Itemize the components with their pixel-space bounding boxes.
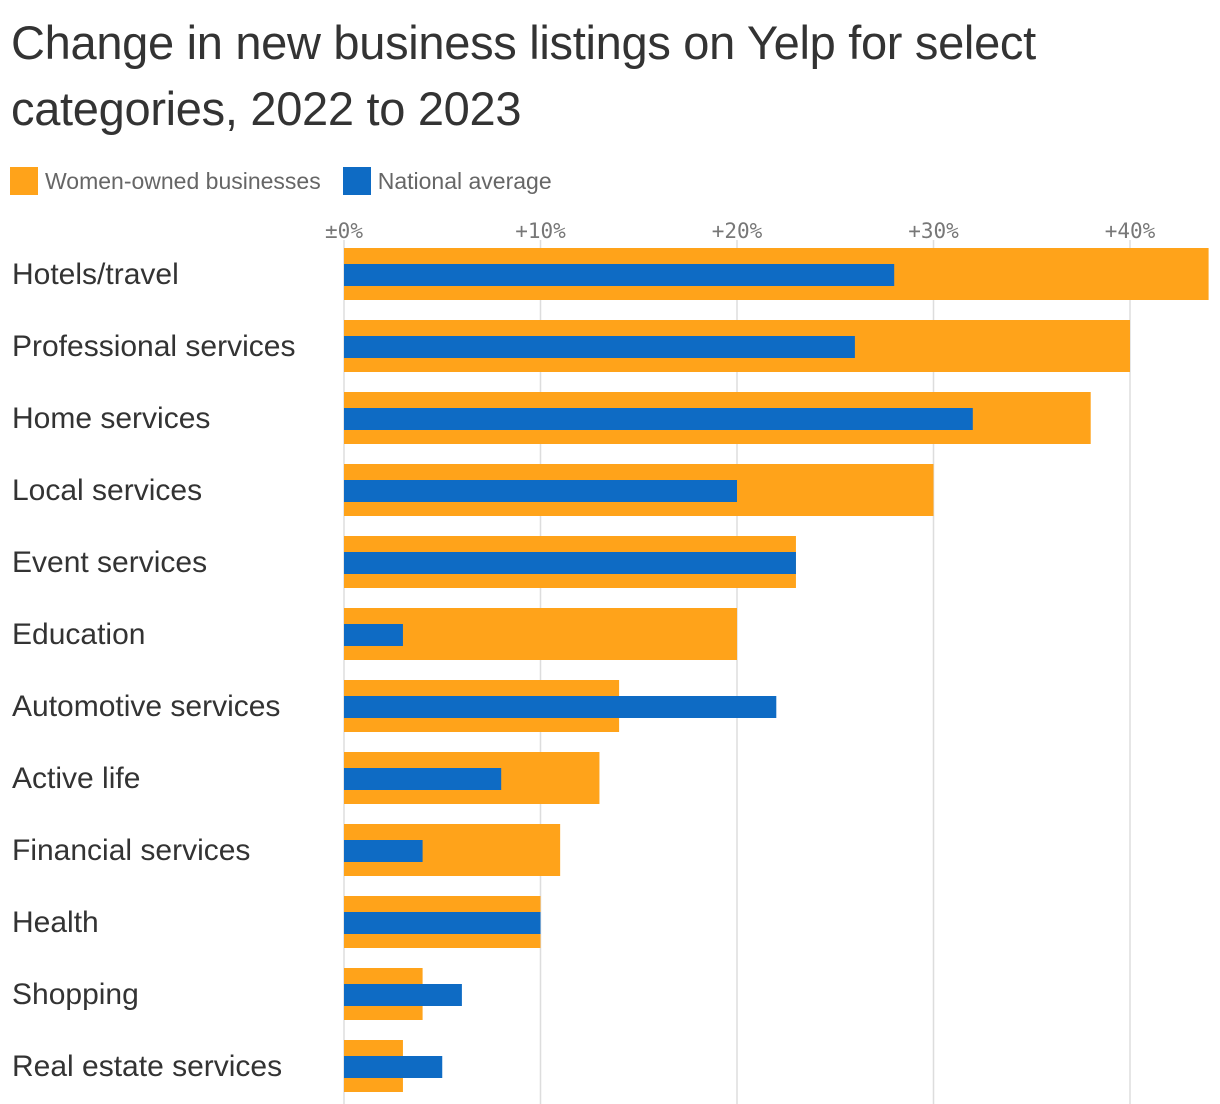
category-label-5: Education (12, 618, 145, 651)
legend-swatch-women-owned (10, 167, 38, 195)
x-tick-label-2: +20% (712, 219, 763, 243)
bar-national-average-8 (344, 840, 423, 862)
x-tick-label-4: +40% (1105, 219, 1156, 243)
bar-national-average-1 (344, 336, 855, 358)
legend-label-national-average: National average (377, 167, 552, 194)
category-label-7: Active life (12, 762, 140, 795)
bar-women-owned-5 (344, 608, 737, 660)
category-label-3: Local services (12, 474, 202, 507)
bar-national-average-6 (344, 696, 777, 718)
category-label-4: Event services (12, 546, 207, 579)
category-label-9: Health (12, 906, 99, 939)
bar-national-average-2 (344, 408, 973, 430)
bar-national-average-5 (344, 624, 403, 646)
bar-national-average-10 (344, 984, 462, 1006)
bar-national-average-3 (344, 480, 737, 502)
x-tick-label-0: ±0% (325, 219, 363, 243)
x-tick-label-1: +10% (515, 219, 566, 243)
category-label-2: Home services (12, 402, 210, 435)
legend-swatch-national-average (342, 167, 371, 195)
legend: Women-owned businesses National average (10, 166, 574, 196)
bar-national-average-0 (344, 264, 895, 286)
chart-title: Change in new business listings on Yelp … (11, 16, 1036, 135)
bar-national-average-4 (344, 552, 796, 574)
category-label-6: Automotive services (12, 690, 280, 723)
bar-national-average-7 (344, 768, 502, 790)
category-label-11: Real estate services (12, 1050, 282, 1083)
bar-national-average-9 (344, 912, 541, 934)
bar-national-average-11 (344, 1056, 443, 1078)
legend-label-women-owned: Women-owned businesses (45, 167, 321, 194)
category-label-1: Professional services (12, 330, 295, 363)
x-tick-label-3: +30% (908, 219, 959, 243)
legend-item-national-average: National average (342, 167, 552, 195)
category-label-0: Hotels/travel (12, 258, 179, 291)
category-label-8: Financial services (12, 834, 250, 867)
legend-item-women-owned: Women-owned businesses (10, 167, 321, 195)
category-label-10: Shopping (12, 978, 139, 1011)
